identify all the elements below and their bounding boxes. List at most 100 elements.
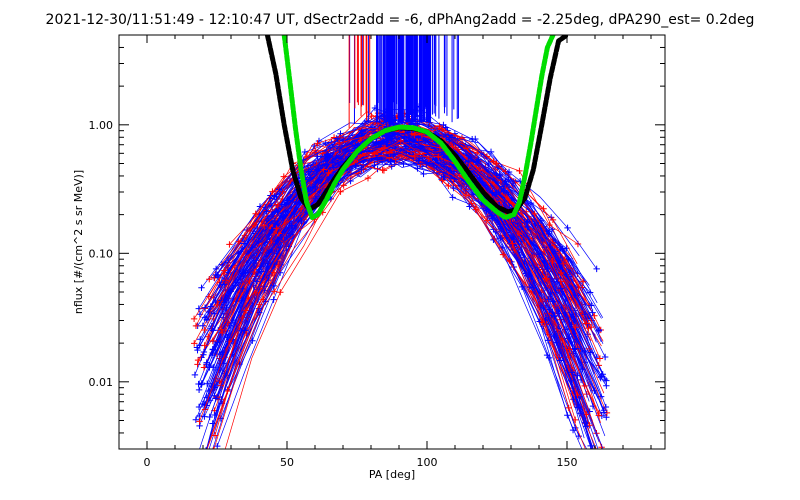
data-trace [221,147,576,334]
data-point [449,194,456,201]
data-point [364,174,372,182]
data-point [448,133,456,141]
data-point [329,143,337,151]
data-point [371,161,378,169]
data-point [212,265,220,273]
data-point [270,296,277,303]
data-point [600,471,606,477]
data-point [192,459,198,465]
data-point [439,177,446,184]
data-point [549,257,556,265]
y-axis-label: nflux [#/(cm^2 s sr MeV)] [72,170,85,314]
data-point [206,397,214,404]
data-point [322,161,330,168]
data-trace [206,151,590,449]
data-point [527,199,535,207]
data-point [446,136,453,144]
data-point [450,168,458,175]
data-point [194,361,201,368]
data-point [492,228,500,236]
data-point [593,458,599,464]
data-point [235,238,242,245]
data-point [216,377,223,385]
x-tick-label: 0 [144,456,151,469]
data-point [253,278,261,285]
data-point [206,362,213,370]
data-point [273,225,280,232]
data-point [439,125,446,132]
data-point [212,395,219,402]
data-trace [194,128,586,375]
data-point [264,249,272,257]
data-point [270,282,277,290]
data-point [198,284,205,292]
data-point [415,157,422,164]
data-point [531,210,538,218]
data-point [192,322,200,330]
data-point [510,234,518,241]
data-point [203,466,209,472]
data-point [205,308,213,316]
data-point [509,240,516,247]
data-point [596,355,604,362]
data-point [564,224,571,232]
data-point [472,206,479,213]
data-trace [206,121,606,437]
data-point [556,357,563,364]
data-point [551,312,559,319]
data-point [199,462,205,468]
data-trace [197,132,586,352]
data-trace [209,141,589,429]
data-point [581,347,589,355]
data-point [218,329,226,337]
data-point [271,288,278,295]
data-point [253,257,260,264]
data-point [598,458,604,464]
x-tick-label: 100 [417,456,438,469]
data-point [209,337,217,345]
x-tick-label: 150 [557,456,578,469]
data-point [588,323,595,331]
data-point [288,222,295,229]
data-point [417,161,424,168]
data-point [211,346,219,354]
y-tick-label: 1.00 [89,119,114,132]
data-point [521,260,528,268]
data-point [390,152,398,160]
data-point [497,234,504,242]
data-point [194,346,201,354]
data-point [595,362,602,369]
data-point [392,156,399,163]
data-point [249,337,256,344]
data-point [206,413,213,421]
data-point [196,336,204,343]
data-trace [199,157,607,427]
data-point [595,412,603,419]
data-trace [215,121,597,270]
data-point [190,315,198,323]
data-point [255,301,263,308]
data-point [246,277,253,285]
data-trace [222,145,604,449]
data-point [371,150,378,158]
data-trace [214,125,605,411]
data-point [312,195,319,202]
data-point [204,380,211,387]
data-point [192,416,200,423]
data-point [497,225,505,233]
data-point [380,144,388,151]
data-point [397,137,404,144]
data-point [495,188,502,196]
data-point [598,484,604,490]
data-point [423,160,430,167]
data-point [226,241,233,248]
data-point [523,219,530,227]
data-point [255,237,262,245]
data-point [565,346,573,353]
data-point [440,121,447,129]
data-point [390,119,397,127]
data-point [199,322,207,330]
data-point [565,404,572,412]
data-point [601,463,607,469]
